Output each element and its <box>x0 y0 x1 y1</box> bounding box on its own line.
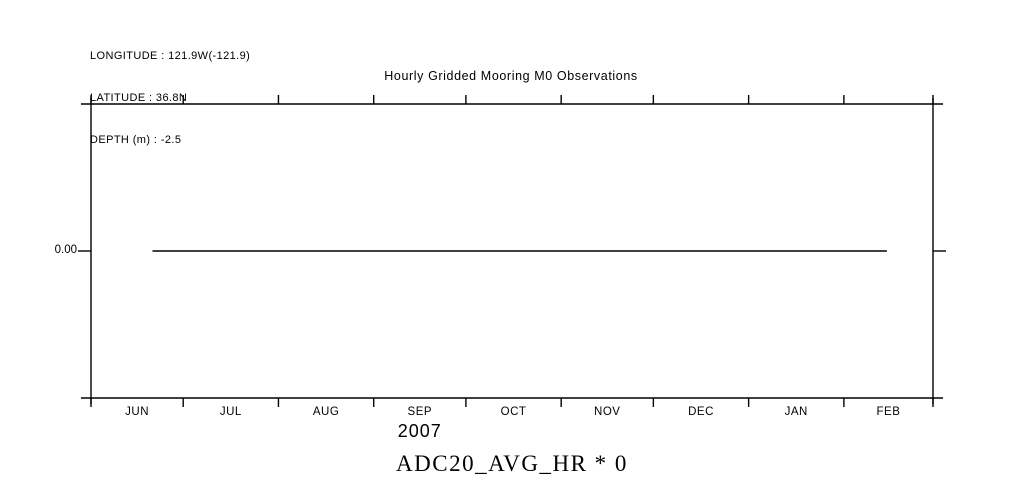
x-tick-label-jun: JUN <box>125 406 150 418</box>
x-tick-label-jul: JUL <box>219 406 242 418</box>
x-tick-label-jan: JAN <box>784 406 808 418</box>
longitude-label: LONGITUDE : 121.9W(-121.9) <box>90 50 251 62</box>
depth-label: DEPTH (m) : -2.5 <box>90 134 182 146</box>
variable-label: ADC20_AVG_HR * 0 <box>396 451 628 476</box>
x-tick-label-nov: NOV <box>594 406 621 418</box>
metadata-header: LONGITUDE : 121.9W(-121.9) LATITUDE : 36… <box>90 21 250 175</box>
latitude-label: LATITUDE : 36.8N <box>90 92 188 104</box>
x-tick-label-sep: SEP <box>407 406 433 418</box>
year-label: 2007 <box>397 421 442 441</box>
y-tick-label: 0.00 <box>54 244 77 256</box>
x-tick-label-feb: FEB <box>876 406 901 418</box>
x-tick-label-oct: OCT <box>500 406 527 418</box>
x-tick-label-dec: DEC <box>688 406 714 418</box>
x-tick-label-aug: AUG <box>312 406 340 418</box>
plot-title: Hourly Gridded Mooring M0 Observations <box>384 69 638 83</box>
